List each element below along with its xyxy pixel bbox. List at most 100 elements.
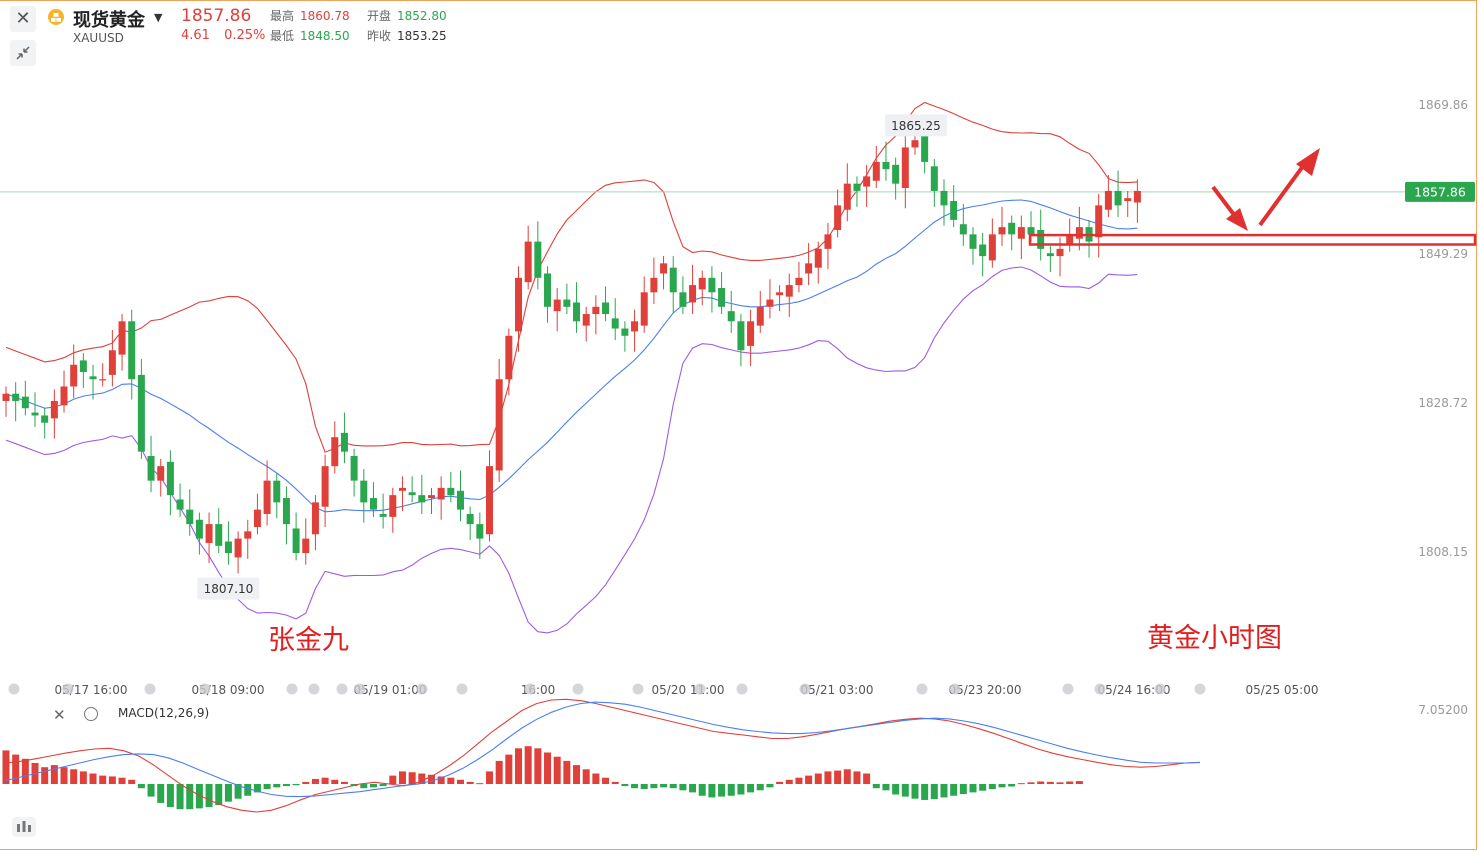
event-marker: [949, 683, 961, 695]
macd-bar: [602, 777, 610, 784]
macd-settings-icon[interactable]: [84, 707, 98, 721]
candle-body: [186, 509, 194, 525]
candle-body: [853, 183, 861, 191]
macd-bar: [447, 777, 455, 784]
chevron-down-icon[interactable]: ▼: [154, 11, 163, 24]
macd-indicator-label: MACD(12,26,9): [118, 706, 210, 720]
open-value: 1852.80: [397, 9, 447, 23]
prev-close-stat: 昨收 1853.25: [367, 27, 447, 44]
candle-body: [195, 519, 203, 539]
macd-bar: [1037, 781, 1045, 784]
macd-bar: [892, 784, 900, 795]
high-marker-label: 1865.25: [891, 119, 941, 133]
candle-body: [1017, 227, 1025, 239]
macd-bar: [901, 784, 909, 797]
macd-bar: [41, 767, 49, 784]
candle-body: [224, 541, 232, 554]
candle-body: [785, 285, 793, 297]
macd-bar: [1017, 783, 1025, 785]
macd-bar: [843, 769, 851, 784]
candle-body: [872, 161, 880, 181]
candle-body: [476, 524, 484, 539]
candle-body: [640, 292, 648, 326]
macd-bar: [756, 784, 764, 791]
event-marker: [1194, 683, 1206, 695]
high-stat: 最高 1860.78: [270, 7, 350, 24]
candle-body: [573, 302, 581, 322]
candle-body: [311, 502, 319, 535]
instrument-title[interactable]: 现货黄金: [73, 10, 145, 31]
candle-body: [940, 190, 948, 206]
collapse-button[interactable]: [10, 40, 36, 66]
candle-body: [631, 321, 639, 332]
candle-body: [563, 299, 571, 307]
event-marker: [1154, 683, 1166, 695]
candle-body: [602, 302, 610, 315]
macd-bar: [988, 784, 996, 790]
macd-bar: [166, 784, 174, 808]
candle-body: [621, 328, 629, 336]
candle-body: [321, 466, 329, 507]
candle-body: [959, 224, 967, 235]
candle-body: [495, 379, 503, 471]
candle-body: [1095, 205, 1103, 238]
collapse-arrows-icon: [16, 46, 30, 60]
candle-body: [108, 350, 116, 375]
candle-body: [950, 201, 958, 220]
event-marker: [1062, 683, 1074, 695]
candle-body: [2, 393, 10, 401]
candle-body: [660, 263, 668, 274]
macd-bar: [592, 773, 600, 784]
candle-body: [1075, 227, 1083, 239]
event-marker: [144, 683, 156, 695]
arrow-down-head: [1226, 208, 1248, 231]
low-value: 1848.50: [300, 29, 350, 43]
candle-body: [544, 273, 552, 307]
macd-bar: [50, 765, 58, 784]
macd-bar: [631, 784, 639, 789]
macd-bar: [505, 754, 513, 784]
candle-body: [1104, 190, 1112, 210]
candle-body: [70, 364, 78, 387]
candle-body: [79, 360, 87, 372]
candle-body: [1046, 253, 1054, 257]
candle-body: [998, 227, 1006, 235]
macd-bar: [340, 781, 348, 784]
macd-bar: [147, 784, 155, 797]
candle-body: [747, 321, 755, 346]
macd-bar: [195, 784, 203, 809]
candle-body: [534, 241, 542, 278]
macd-bar: [437, 776, 445, 784]
macd-bar: [708, 784, 716, 798]
caption-annotation: 黄金小时图: [1147, 623, 1282, 654]
macd-bar: [369, 784, 377, 788]
candles-toggle-icon[interactable]: [12, 817, 36, 837]
candle-body: [814, 248, 822, 268]
macd-bar: [824, 771, 832, 784]
macd-bar: [282, 784, 290, 787]
low-label: 最低: [270, 29, 295, 43]
macd-bar: [747, 784, 755, 793]
candle-body: [650, 277, 658, 293]
macd-bar: [253, 784, 261, 793]
macd-bar: [1008, 784, 1016, 787]
candle-body: [979, 244, 987, 257]
candle-body: [1008, 222, 1016, 235]
macd-bar: [379, 784, 387, 787]
close-button[interactable]: ✕: [10, 6, 36, 32]
candle-body: [737, 321, 745, 351]
candle-body: [843, 183, 851, 210]
prev-close-value: 1853.25: [397, 29, 447, 43]
candle-body: [340, 432, 348, 452]
candle-body: [930, 166, 938, 191]
candle-body: [1124, 198, 1132, 202]
candle-body: [456, 490, 464, 510]
macd-bar: [311, 778, 319, 784]
candle-body: [89, 376, 97, 380]
candle-body: [505, 335, 513, 380]
macd-close-icon[interactable]: ✕: [53, 706, 66, 724]
macd-bar: [398, 771, 406, 784]
macd-bar: [689, 784, 697, 793]
